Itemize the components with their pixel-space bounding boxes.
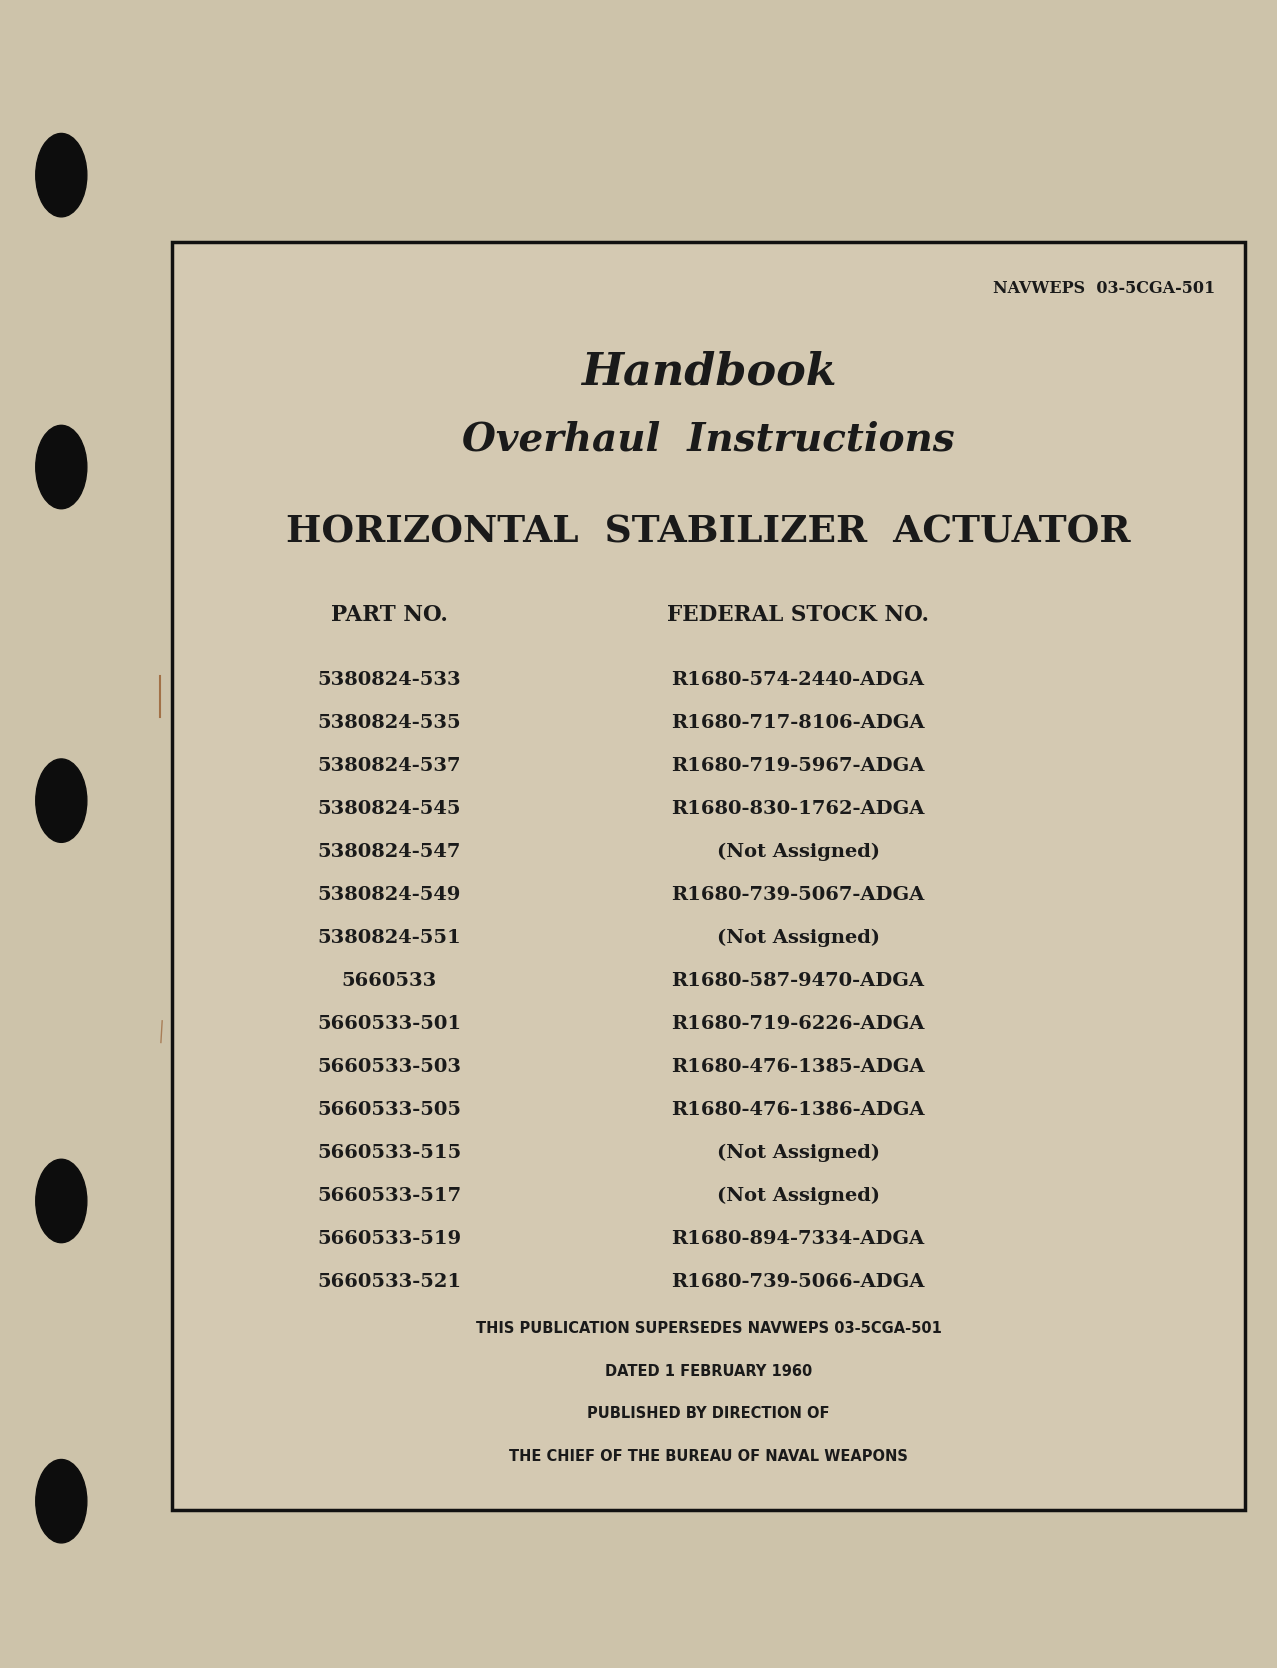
Text: 5660533-501: 5660533-501: [318, 1014, 461, 1032]
Text: 5660533-503: 5660533-503: [318, 1058, 461, 1076]
Text: HORIZONTAL  STABILIZER  ACTUATOR: HORIZONTAL STABILIZER ACTUATOR: [286, 514, 1131, 550]
Text: R1680-719-6226-ADGA: R1680-719-6226-ADGA: [672, 1014, 925, 1032]
Text: PART NO.: PART NO.: [331, 604, 448, 626]
Text: 5380824-547: 5380824-547: [318, 842, 461, 861]
Text: 5380824-533: 5380824-533: [318, 671, 461, 689]
Text: THIS PUBLICATION SUPERSEDES NAVWEPS 03-5CGA-501: THIS PUBLICATION SUPERSEDES NAVWEPS 03-5…: [476, 1321, 941, 1336]
Text: 5660533: 5660533: [342, 972, 437, 989]
Text: PUBLISHED BY DIRECTION OF: PUBLISHED BY DIRECTION OF: [587, 1406, 830, 1421]
Text: NAVWEPS  03-5CGA-501: NAVWEPS 03-5CGA-501: [994, 280, 1216, 297]
Text: 5380824-537: 5380824-537: [318, 757, 461, 774]
Text: Overhaul  Instructions: Overhaul Instructions: [462, 420, 955, 459]
Text: (Not Assigned): (Not Assigned): [716, 1144, 880, 1163]
Text: R1680-476-1386-ADGA: R1680-476-1386-ADGA: [672, 1101, 925, 1119]
Text: DATED 1 FEBRUARY 1960: DATED 1 FEBRUARY 1960: [605, 1364, 812, 1379]
Text: R1680-830-1762-ADGA: R1680-830-1762-ADGA: [672, 799, 925, 817]
Text: R1680-587-9470-ADGA: R1680-587-9470-ADGA: [672, 972, 925, 989]
Text: R1680-476-1385-ADGA: R1680-476-1385-ADGA: [672, 1058, 925, 1076]
Text: (Not Assigned): (Not Assigned): [716, 1188, 880, 1206]
Text: R1680-894-7334-ADGA: R1680-894-7334-ADGA: [672, 1229, 925, 1248]
Ellipse shape: [36, 133, 87, 217]
Text: 5380824-535: 5380824-535: [318, 714, 461, 732]
Text: 5660533-505: 5660533-505: [318, 1101, 461, 1119]
Text: 5660533-521: 5660533-521: [318, 1273, 461, 1291]
Text: 5380824-551: 5380824-551: [318, 929, 461, 947]
Text: Handbook: Handbook: [581, 350, 836, 394]
Text: R1680-717-8106-ADGA: R1680-717-8106-ADGA: [672, 714, 925, 732]
Ellipse shape: [36, 759, 87, 842]
Text: R1680-719-5967-ADGA: R1680-719-5967-ADGA: [672, 757, 925, 774]
Text: R1680-739-5066-ADGA: R1680-739-5066-ADGA: [672, 1273, 925, 1291]
Text: 5660533-519: 5660533-519: [318, 1229, 461, 1248]
Text: 5380824-549: 5380824-549: [318, 886, 461, 904]
Text: 5380824-545: 5380824-545: [318, 799, 461, 817]
Text: (Not Assigned): (Not Assigned): [716, 929, 880, 947]
Text: R1680-739-5067-ADGA: R1680-739-5067-ADGA: [672, 886, 925, 904]
Text: 5660533-515: 5660533-515: [318, 1144, 461, 1163]
Text: FEDERAL STOCK NO.: FEDERAL STOCK NO.: [667, 604, 930, 626]
Text: (Not Assigned): (Not Assigned): [716, 842, 880, 861]
Bar: [172, 242, 1245, 1510]
Text: THE CHIEF OF THE BUREAU OF NAVAL WEAPONS: THE CHIEF OF THE BUREAU OF NAVAL WEAPONS: [510, 1449, 908, 1465]
Ellipse shape: [36, 1460, 87, 1543]
Text: R1680-574-2440-ADGA: R1680-574-2440-ADGA: [672, 671, 925, 689]
Ellipse shape: [36, 1159, 87, 1243]
Ellipse shape: [36, 425, 87, 509]
Text: 5660533-517: 5660533-517: [318, 1188, 461, 1204]
